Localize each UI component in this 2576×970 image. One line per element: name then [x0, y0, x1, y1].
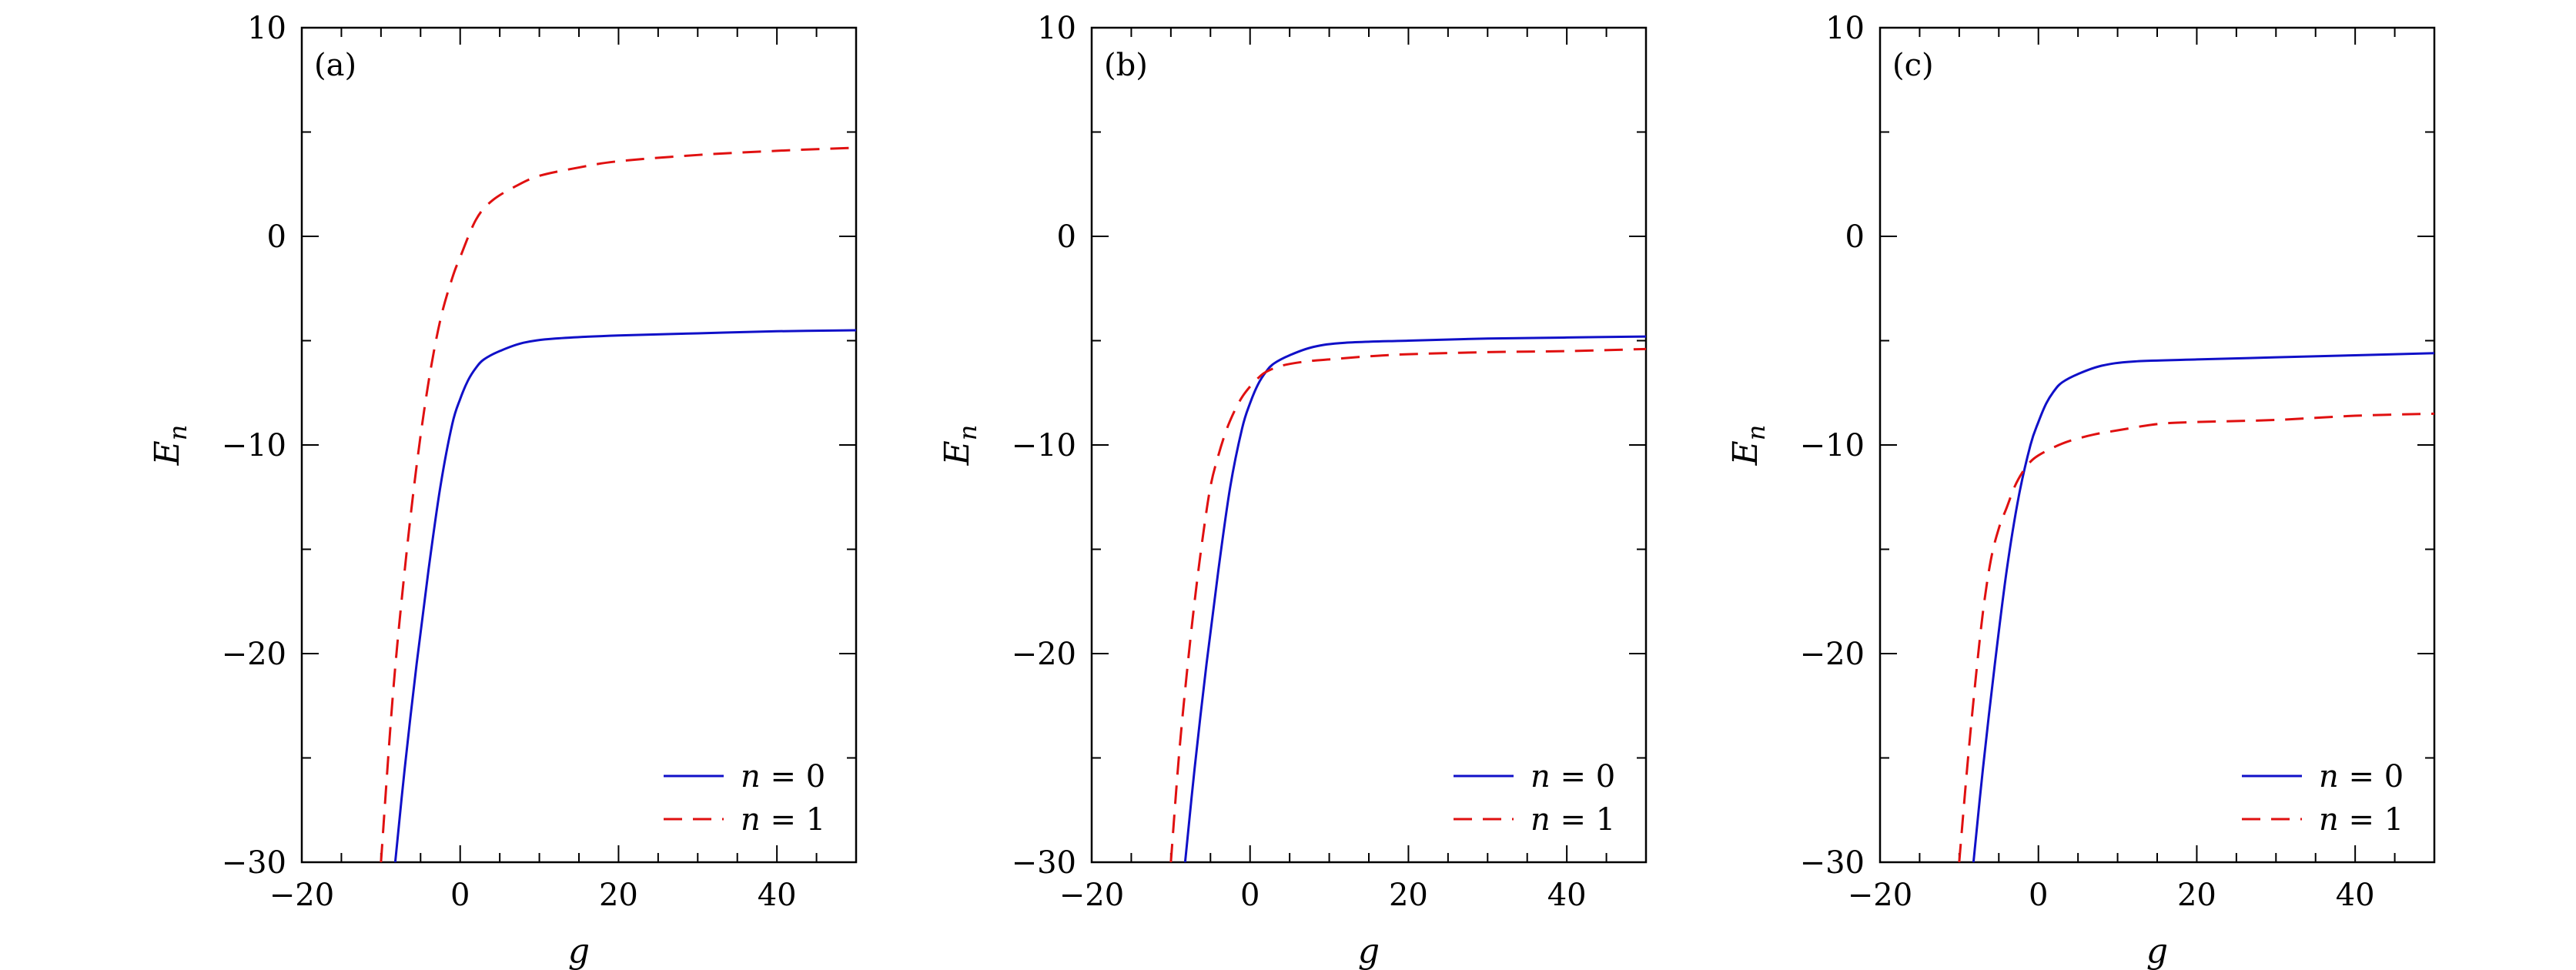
- y-tick-label: 10: [1825, 11, 1865, 46]
- legend: n = 0 n = 1: [664, 759, 825, 838]
- y-axis-label: En: [1726, 425, 1771, 467]
- x-tick-label: −20: [1059, 878, 1124, 913]
- legend-entry: n = 1: [2319, 802, 2404, 838]
- y-axis-label: En: [938, 425, 982, 467]
- y-tick-label: −30: [1012, 845, 1076, 881]
- panel-label: (c): [1892, 48, 1934, 83]
- x-tick-label: 0: [1240, 878, 1260, 913]
- panel-label: (b): [1104, 48, 1148, 83]
- x-axis-label: g: [2146, 932, 2168, 970]
- y-axis-label: En: [148, 425, 192, 467]
- x-tick-label: 0: [2029, 878, 2048, 913]
- legend-entry: n = 1: [741, 802, 825, 838]
- x-tick-label: 0: [450, 878, 470, 913]
- y-tick-label: −30: [1800, 845, 1865, 881]
- x-tick-label: 40: [2336, 878, 2375, 913]
- y-tick-label: −10: [222, 428, 286, 463]
- series-line-n1: [1169, 347, 1646, 862]
- y-tick-label: 10: [1037, 11, 1076, 46]
- y-tick-label: 0: [1057, 219, 1076, 255]
- x-tick-label: −20: [1848, 878, 1912, 913]
- y-tick-label: 10: [247, 11, 286, 46]
- y-tick-label: −10: [1012, 428, 1076, 463]
- y-tick-label: −20: [222, 637, 286, 672]
- panel-label: (a): [314, 48, 356, 83]
- y-tick-label: −20: [1800, 637, 1865, 672]
- plot-frame: [1878, 26, 2436, 864]
- legend: n = 0 n = 1: [2242, 759, 2404, 838]
- y-tick-label: −20: [1012, 637, 1076, 672]
- y-tick-label: −30: [222, 845, 286, 881]
- legend-entry: n = 0: [741, 759, 825, 794]
- series-line-n0: [1972, 352, 2434, 862]
- x-tick-label: 20: [599, 878, 638, 913]
- x-tick-label: 40: [758, 878, 797, 913]
- x-tick-label: 40: [1547, 878, 1587, 913]
- legend-entry: n = 1: [1531, 802, 1615, 838]
- x-tick-label: 20: [2177, 878, 2216, 913]
- series-line-n1: [1958, 412, 2434, 862]
- plot-frame: [1090, 26, 1648, 864]
- legend-entry: n = 0: [2319, 759, 2404, 794]
- series-line-n0: [393, 329, 856, 862]
- y-tick-label: 0: [1845, 219, 1865, 255]
- x-axis-label: g: [568, 932, 590, 970]
- plot-frame: [300, 26, 858, 864]
- y-tick-label: 0: [267, 219, 286, 255]
- legend-entry: n = 0: [1531, 759, 1615, 794]
- legend: n = 0 n = 1: [1454, 759, 1615, 838]
- x-tick-label: −20: [269, 878, 334, 913]
- x-tick-label: 20: [1389, 878, 1428, 913]
- x-axis-label: g: [1358, 932, 1380, 970]
- series-line-n1: [380, 146, 856, 862]
- y-tick-label: −10: [1800, 428, 1865, 463]
